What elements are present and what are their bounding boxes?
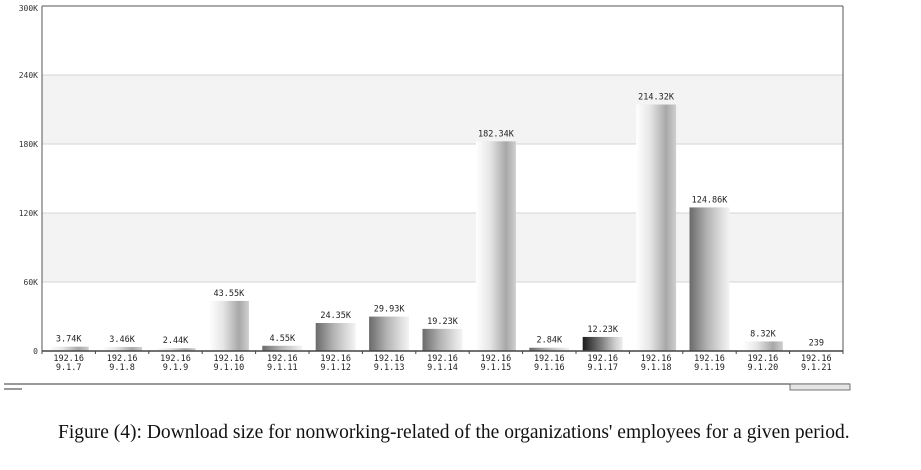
data-label: 239: [809, 339, 824, 349]
x-tick-label: 9.1.10: [214, 363, 245, 373]
x-tick-label: 9.1.18: [641, 363, 672, 373]
bar: [262, 345, 303, 351]
x-tick-label: 9.1.19: [694, 363, 725, 373]
x-tick-label: 192.16: [374, 354, 405, 364]
data-label: 3.74K: [56, 335, 82, 345]
bar: [422, 328, 463, 351]
x-tick-label: 192.16: [427, 354, 458, 364]
x-tick-label: 192.16: [107, 354, 138, 364]
data-label: 182.34K: [478, 129, 515, 139]
x-tick-label: 9.1.16: [534, 363, 565, 373]
bar: [369, 316, 410, 351]
data-label: 8.32K: [750, 329, 776, 339]
y-tick-label: 0: [33, 347, 38, 356]
data-label: 12.23K: [587, 325, 619, 335]
x-tick-label: 9.1.20: [748, 363, 779, 373]
x-tick-label: 192.16: [641, 354, 672, 364]
x-tick-label: 9.1.11: [267, 363, 298, 373]
bar: [102, 347, 143, 351]
bar-chart: 0 60K 120K 180K 240K 300K 3.74K 3.46K 2.44K 43.5…: [4, 4, 851, 391]
x-tick-label: 9.1.21: [801, 363, 832, 373]
data-label: 2.44K: [163, 336, 189, 346]
x-tick-label: 192.16: [214, 354, 245, 364]
y-tick-label: 120K: [19, 209, 38, 218]
bar: [208, 300, 249, 351]
bar: [636, 104, 677, 351]
chart-area: 0 60K 120K 180K 240K 300K 3.74K 3.46K 2.44K 43.5…: [4, 4, 851, 391]
bar: [475, 141, 516, 351]
x-tick-label: 192.16: [694, 354, 725, 364]
data-label: 124.86K: [692, 195, 729, 205]
x-tick-label: 9.1.8: [109, 363, 135, 373]
x-tick-label: 192.16: [748, 354, 779, 364]
bar: [155, 348, 196, 351]
x-tick-label: 9.1.17: [587, 363, 618, 373]
y-tick-label: 300K: [19, 4, 38, 13]
figure-caption: Figure (4): Download size for nonworking…: [58, 422, 850, 443]
bar: [529, 347, 570, 351]
y-tick-label: 240K: [19, 71, 38, 80]
y-tick-label: 180K: [19, 140, 38, 149]
x-tick-label: 192.16: [267, 354, 298, 364]
x-axis-labels: 192.169.1.7192.169.1.8192.169.1.9192.169…: [53, 354, 831, 373]
background-band: [42, 75, 843, 144]
x-tick-label: 192.16: [481, 354, 512, 364]
bar: [689, 207, 730, 351]
x-tick-label: 9.1.15: [481, 363, 512, 373]
data-label: 19.23K: [427, 317, 459, 327]
x-tick-label: 9.1.14: [427, 363, 458, 373]
x-tick-label: 192.16: [534, 354, 565, 364]
x-tick-label: 192.16: [587, 354, 618, 364]
x-tick-label: 9.1.9: [163, 363, 189, 373]
data-label: 2.84K: [537, 336, 563, 346]
x-tick-label: 9.1.7: [56, 363, 82, 373]
x-tick-label: 192.16: [53, 354, 84, 364]
data-label: 214.32K: [638, 93, 675, 103]
x-tick-label: 9.1.12: [320, 363, 351, 373]
x-tick-label: 192.16: [801, 354, 832, 364]
data-label: 29.93K: [374, 305, 406, 315]
y-tick-label: 60K: [24, 278, 39, 287]
data-label: 43.55K: [214, 289, 246, 299]
data-label: 3.46K: [109, 335, 135, 345]
data-label: 4.55K: [270, 334, 296, 344]
chart-frame: [4, 5, 851, 391]
data-labels: 3.74K 3.46K 2.44K 43.55K 4.55K 24.35K 29.93K 19…: [56, 93, 824, 349]
bars: [48, 104, 837, 351]
y-axis-ticks: 0 60K 120K 180K 240K 300K: [19, 4, 38, 356]
bar: [48, 346, 89, 351]
scrollbar-thumb: [789, 383, 851, 391]
x-tick-label: 192.16: [320, 354, 351, 364]
bar: [742, 341, 783, 351]
x-tick-label: 9.1.13: [374, 363, 405, 373]
bar: [582, 336, 623, 351]
x-tick-label: 192.16: [160, 354, 191, 364]
data-label: 24.35K: [320, 311, 352, 321]
bar: [315, 322, 356, 351]
